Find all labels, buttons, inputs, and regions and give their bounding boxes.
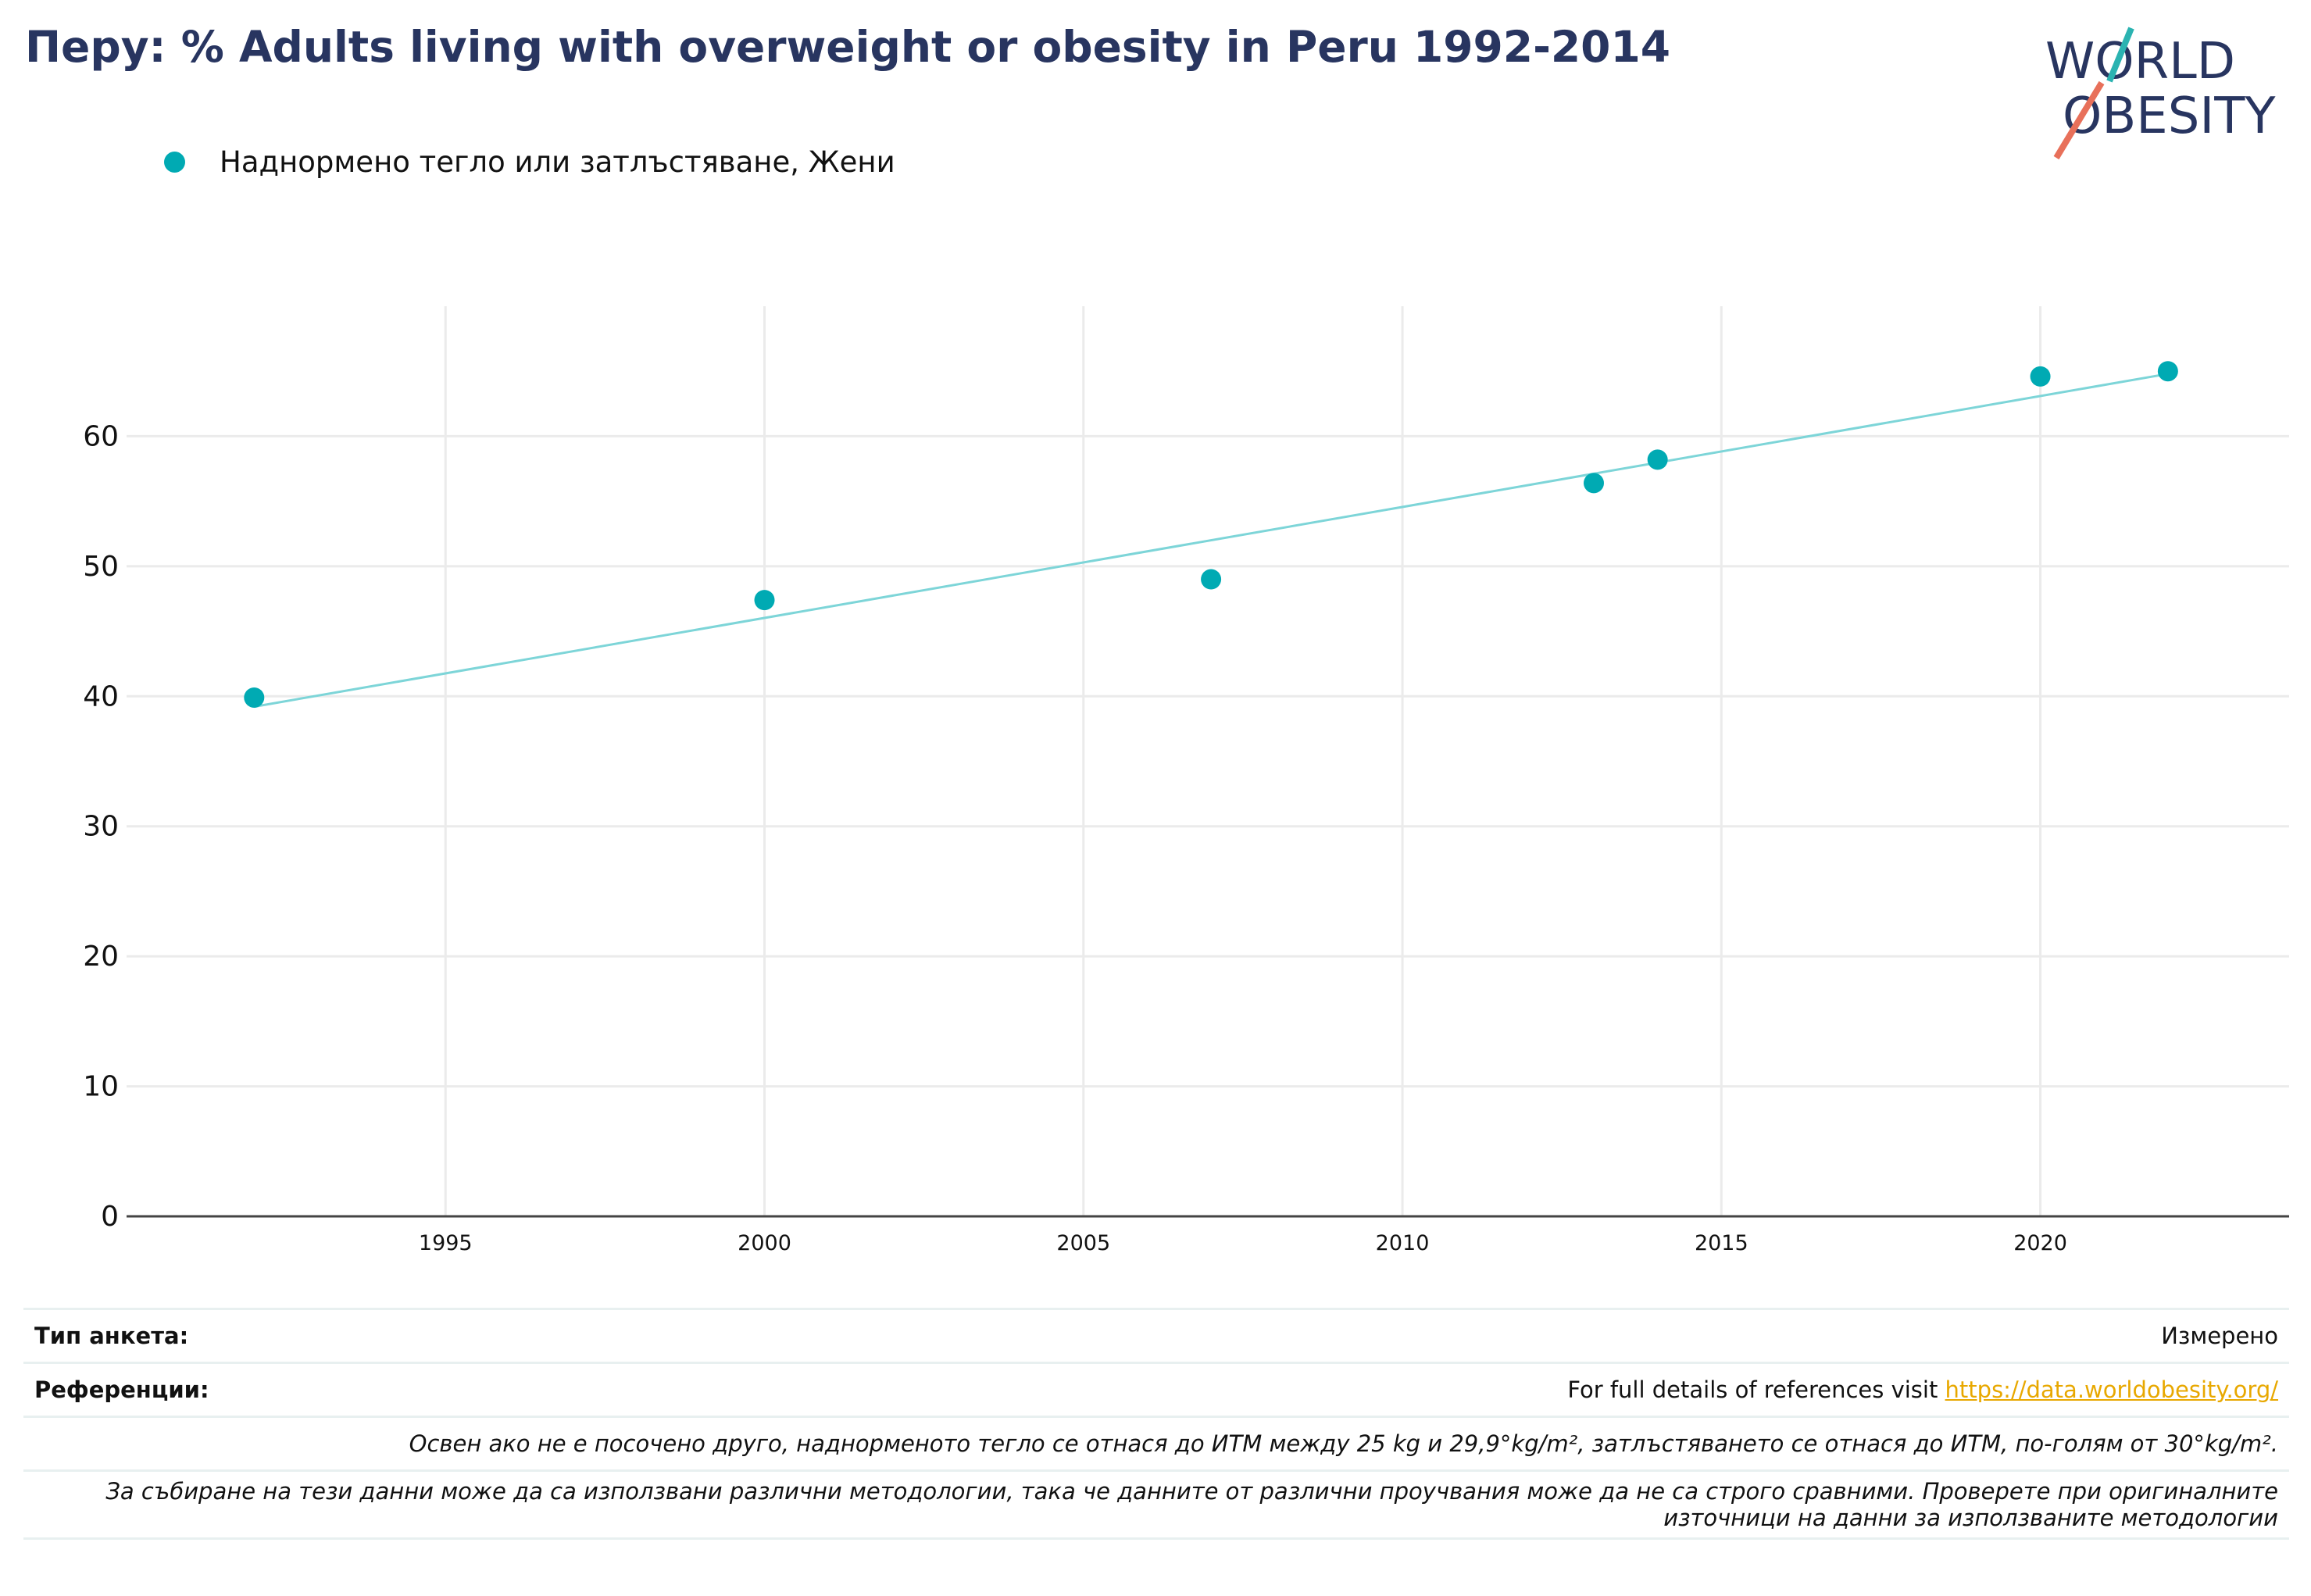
references-value: For full details of references visit htt…: [1567, 1376, 2278, 1403]
references-text: For full details of references visit: [1567, 1376, 1945, 1403]
chart-area: 0 10 20 30 40 50 60 1995 2000 2005 2010 2015 2020: [83, 306, 2289, 1255]
footer-table: Тип анкета: Измерено Референции: For ful…: [23, 1308, 2289, 1540]
data-point-1992: [244, 687, 265, 708]
references-link[interactable]: https://data.worldobesity.org/: [1945, 1376, 2278, 1403]
y-tick-label-60: 60: [83, 420, 119, 452]
footer-row-survey-type: Тип анкета: Измерено: [23, 1308, 2289, 1362]
y-tick-label-50: 50: [83, 551, 119, 583]
data-point-2022: [2157, 361, 2178, 382]
x-tick-label-2005: 2005: [1056, 1231, 1110, 1255]
data-points: [244, 361, 2178, 708]
grid-lines: [127, 306, 2289, 1216]
x-tick-label-2020: 2020: [2013, 1231, 2067, 1255]
y-tick-label-30: 30: [83, 811, 119, 843]
logo-word-obesity: OBESITY: [2063, 87, 2276, 145]
logo-word-world: WORLD: [2045, 33, 2235, 91]
legend: Наднормено тегло или затлъстяване, Жени: [164, 145, 895, 179]
x-tick-label-2000: 2000: [738, 1231, 791, 1255]
logo-slash-coral: [2053, 80, 2105, 160]
x-tick-label-2010: 2010: [1376, 1231, 1430, 1255]
y-tick-label-0: 0: [101, 1201, 119, 1233]
logo-slash-teal: [2106, 27, 2134, 83]
data-point-2014: [1647, 449, 1668, 470]
legend-marker: [164, 152, 185, 173]
data-point-2020: [2030, 366, 2051, 387]
survey-type-key: Тип анкета:: [34, 1323, 189, 1349]
footer-row-references: Референции: For full details of referenc…: [23, 1362, 2289, 1416]
y-tick-label-20: 20: [83, 941, 119, 973]
x-tick-label-2015: 2015: [1695, 1231, 1748, 1255]
footer-note-methodology: За събиране на тези данни може да са изп…: [23, 1469, 2289, 1540]
world-obesity-logo: WORLD OBESITY: [2045, 27, 2276, 160]
trendline-group: [254, 373, 2169, 709]
survey-type-value: Измерено: [2161, 1323, 2278, 1349]
references-key: Референции:: [34, 1376, 209, 1403]
data-point-2013: [1583, 473, 1604, 494]
legend-label: Наднормено тегло или затлъстяване, Жени: [220, 145, 895, 179]
data-point-2007: [1201, 569, 1222, 590]
axes: 0 10 20 30 40 50 60 1995 2000 2005 2010 2015 2020: [83, 420, 2289, 1255]
x-tick-label-1995: 1995: [419, 1231, 473, 1255]
chart-title: Перу: % Adults living with overweight or…: [25, 22, 1670, 72]
y-tick-label-10: 10: [83, 1071, 119, 1103]
footer-note-definitions: Освен ако не е посочено друго, наднормен…: [23, 1416, 2289, 1469]
data-point-2000: [754, 590, 775, 611]
trendline: [254, 373, 2169, 709]
y-tick-label-40: 40: [83, 680, 119, 712]
